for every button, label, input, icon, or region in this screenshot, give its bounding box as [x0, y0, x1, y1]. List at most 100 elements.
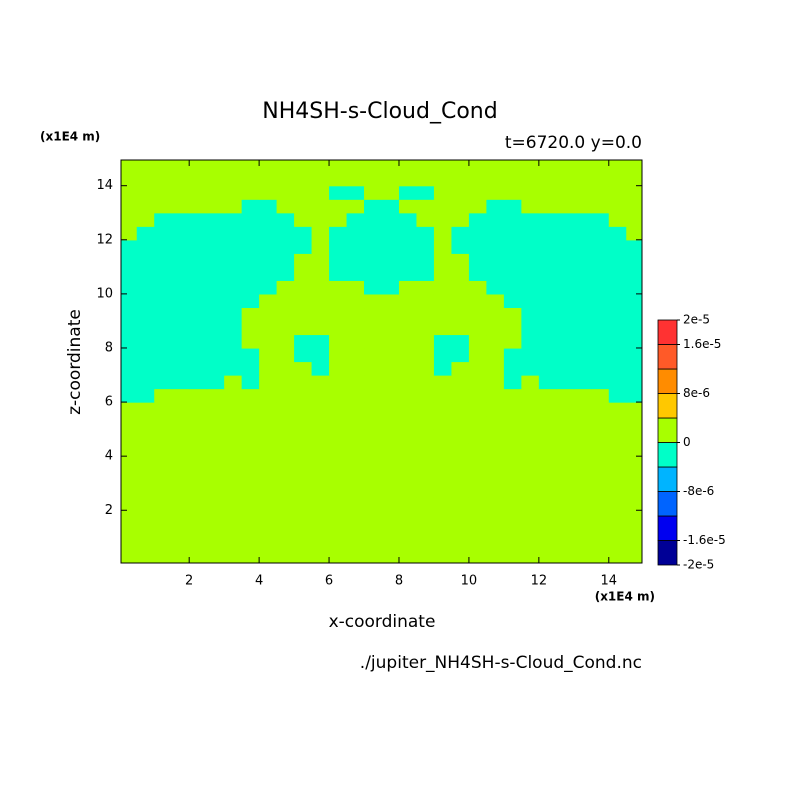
cell	[364, 185, 383, 200]
cell	[503, 523, 522, 538]
cell	[451, 226, 470, 241]
cell	[241, 496, 260, 511]
cell	[486, 185, 505, 200]
cell	[381, 442, 400, 457]
cell	[486, 537, 505, 552]
cell	[381, 347, 400, 363]
cell	[503, 415, 522, 430]
cell	[241, 523, 260, 538]
cell	[171, 415, 190, 430]
cell	[171, 185, 190, 200]
cell	[398, 212, 418, 227]
cell	[451, 429, 470, 444]
cell	[416, 483, 435, 498]
cell	[121, 160, 138, 173]
cell	[154, 496, 173, 511]
cell	[171, 253, 190, 268]
cell	[259, 266, 278, 281]
cell	[521, 523, 540, 538]
cell	[626, 226, 642, 241]
cell	[573, 550, 592, 563]
cell	[416, 185, 435, 200]
cell	[329, 388, 348, 403]
cell	[364, 172, 383, 187]
cell	[346, 347, 365, 363]
cell	[311, 160, 330, 173]
cell	[538, 429, 557, 444]
cell	[538, 402, 557, 417]
cell	[294, 320, 313, 336]
cell	[573, 523, 592, 538]
cell	[398, 293, 418, 309]
cell	[311, 185, 330, 200]
cell	[573, 334, 592, 349]
cell	[121, 550, 138, 563]
cell	[259, 456, 278, 471]
cell	[573, 172, 592, 187]
cell	[398, 239, 418, 254]
cell	[121, 429, 138, 444]
cell	[468, 212, 487, 227]
cell	[171, 226, 190, 241]
cell	[364, 483, 383, 498]
cell	[346, 307, 365, 322]
cell	[381, 334, 400, 349]
cell	[591, 307, 610, 322]
cell	[241, 253, 260, 268]
cell	[608, 253, 627, 268]
cell	[451, 510, 470, 525]
cell	[398, 307, 418, 322]
cell	[224, 375, 243, 390]
cell	[591, 361, 610, 376]
cell	[468, 172, 487, 187]
cell	[206, 469, 225, 484]
cell	[189, 361, 208, 376]
cell	[154, 550, 173, 563]
cell	[416, 388, 435, 403]
cell	[346, 496, 365, 511]
cell	[311, 239, 330, 254]
cell	[451, 550, 470, 563]
cell	[136, 160, 155, 173]
cell	[224, 442, 243, 457]
cell	[398, 334, 418, 349]
cell	[381, 293, 400, 309]
cell	[121, 388, 138, 403]
cell	[538, 320, 557, 336]
cell	[189, 523, 208, 538]
cell	[451, 160, 470, 173]
cell	[608, 334, 627, 349]
cell	[486, 280, 505, 295]
cell	[573, 293, 592, 309]
cell	[364, 375, 383, 390]
cell	[486, 456, 505, 471]
cell	[259, 415, 278, 430]
cell	[311, 469, 330, 484]
cell	[294, 199, 313, 214]
cell	[398, 185, 418, 200]
cell	[381, 253, 400, 268]
cell	[451, 469, 470, 484]
cell	[416, 456, 435, 471]
cell	[241, 442, 260, 457]
cell	[311, 415, 330, 430]
cell	[451, 496, 470, 511]
cell	[416, 402, 435, 417]
cell	[241, 307, 260, 322]
cell	[608, 388, 627, 403]
cell	[381, 510, 400, 525]
cell	[189, 307, 208, 322]
cell	[276, 239, 295, 254]
cell	[538, 415, 557, 430]
cell	[608, 510, 627, 525]
cell	[294, 172, 313, 187]
cell	[276, 199, 295, 214]
cell	[329, 456, 348, 471]
cell	[329, 280, 348, 295]
cell	[189, 199, 208, 214]
cell	[136, 172, 155, 187]
cell	[346, 537, 365, 552]
cell	[591, 402, 610, 417]
cell	[468, 496, 487, 511]
cell	[364, 334, 383, 349]
